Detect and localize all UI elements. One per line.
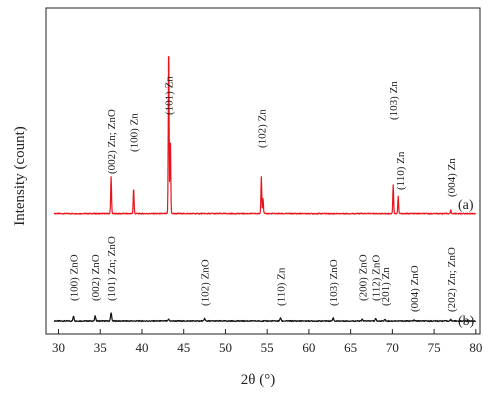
x-tick-label: 50 bbox=[219, 340, 232, 355]
x-tick-label: 70 bbox=[386, 340, 399, 355]
peak-annotation: (202) Zn; ZnO bbox=[446, 247, 458, 312]
x-tick-label: 75 bbox=[428, 340, 441, 355]
x-tick-label: 80 bbox=[469, 340, 482, 355]
peak-annotation: (110) Zn bbox=[276, 267, 288, 306]
peak-annotation: (101) Zn bbox=[164, 76, 176, 115]
x-tick-label: 35 bbox=[94, 340, 107, 355]
x-tick-label: 40 bbox=[135, 340, 148, 355]
x-tick-label: 60 bbox=[302, 340, 315, 355]
x-axis-ticks: 30 35 40 45 50 55 60 65 70 75 80 bbox=[52, 329, 482, 355]
annotation-layer: (002) Zn; ZnO (100) Zn (101) Zn (102) Zn (10… bbox=[69, 76, 458, 312]
panel-label-b: (b) bbox=[458, 314, 475, 329]
x-tick-label: 30 bbox=[52, 340, 65, 355]
peak-annotation: (100) ZnO bbox=[69, 254, 81, 301]
peak-annotation: (004) Zn bbox=[446, 158, 458, 197]
peak-annotation: (112) ZnO bbox=[371, 255, 383, 301]
peak-annotation: (200) ZnO bbox=[357, 254, 369, 301]
peak-annotation: (101) Zn; ZnO bbox=[106, 236, 118, 301]
series-b-line bbox=[53, 312, 477, 323]
peak-annotation: (002) ZnO bbox=[90, 254, 102, 301]
panel-label-a: (a) bbox=[458, 198, 474, 213]
peak-annotation: (103) ZnO bbox=[328, 259, 340, 306]
x-tick-label: 55 bbox=[261, 340, 274, 355]
x-tick-label: 65 bbox=[344, 340, 357, 355]
series-a-line bbox=[53, 55, 477, 215]
peak-annotation: (102) ZnO bbox=[200, 259, 212, 306]
peak-annotation: (100) Zn bbox=[129, 113, 141, 152]
peak-annotation: (110) Zn bbox=[395, 151, 407, 190]
peak-annotation: (002) Zn; ZnO bbox=[106, 109, 118, 174]
y-axis-label: Intensity (count) bbox=[12, 126, 28, 226]
x-axis-label: 2θ (°) bbox=[241, 372, 275, 388]
x-tick-label: 45 bbox=[177, 340, 190, 355]
peak-annotation: (102) Zn bbox=[256, 109, 268, 148]
peak-annotation: (004) ZnO bbox=[409, 265, 421, 312]
peak-annotation: (103) Zn bbox=[388, 81, 400, 120]
peak-annotation: (201) Zn bbox=[380, 267, 392, 306]
plot-frame bbox=[45, 7, 481, 335]
series-layer bbox=[53, 55, 477, 323]
